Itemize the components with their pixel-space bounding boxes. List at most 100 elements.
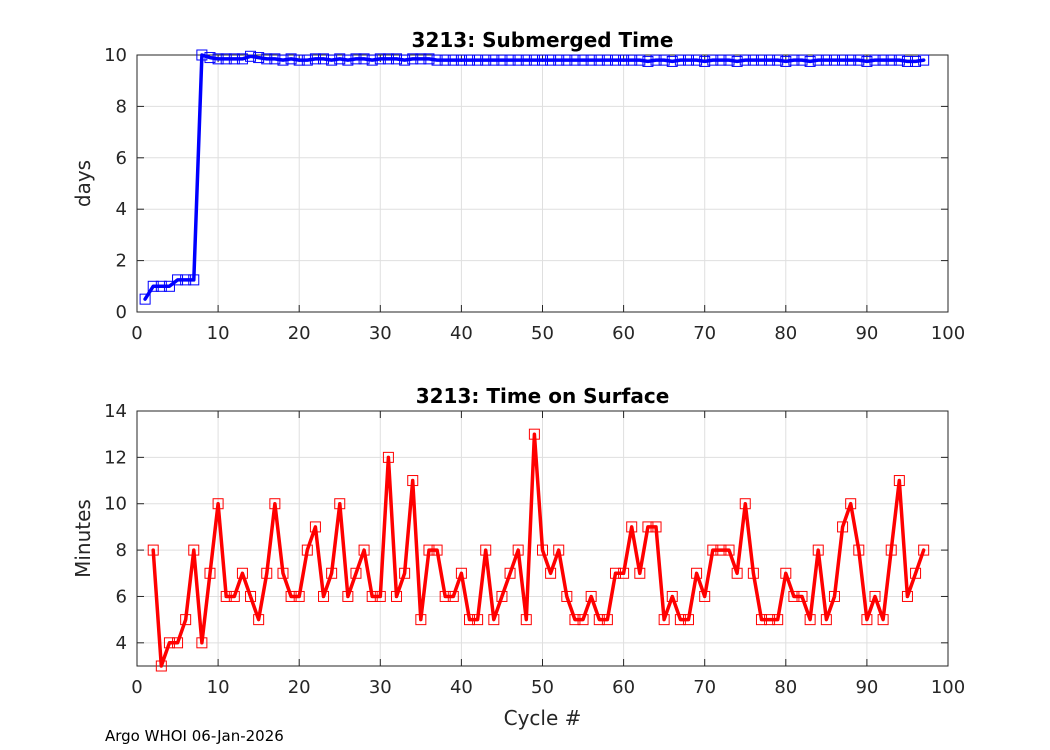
data-point [309,521,321,533]
data-point [472,614,484,626]
data-point [464,54,476,66]
data-point [155,280,167,292]
data-point [245,590,257,602]
data-point [618,54,630,66]
data-point [277,567,289,579]
data-point [642,521,654,533]
data-point [561,590,573,602]
data-point [455,54,467,66]
data-point [780,55,792,67]
data-point [439,590,451,602]
data-point [618,567,630,579]
data-point [155,660,167,672]
data-point [236,53,248,65]
data-point [163,280,175,292]
data-point [796,54,808,66]
data-point [772,54,784,66]
data-point [901,55,913,67]
data-point [861,55,873,67]
data-point [674,54,686,66]
data-point [569,614,581,626]
data-point [755,54,767,66]
data-point [342,54,354,66]
chart-title: 3213: Submerged Time [412,28,674,52]
data-point [877,54,889,66]
y-axis-label: days [71,160,95,207]
y-tick-label: 14 [104,401,127,422]
data-point [739,54,751,66]
data-point [212,498,224,510]
data-point [699,590,711,602]
data-point [545,54,557,66]
data-point [496,54,508,66]
y-tick-label: 4 [116,633,127,654]
data-point [407,475,419,487]
data-point [699,55,711,67]
data-point [853,54,865,66]
data-point [326,54,338,66]
data-point [788,54,800,66]
x-tick-label: 10 [207,677,230,698]
data-point [910,55,922,67]
data-point [820,614,832,626]
data-point [861,614,873,626]
data-point [488,54,500,66]
data-point [415,53,427,65]
data-point [901,590,913,602]
data-point [520,614,532,626]
data-point [220,590,232,602]
data-point [318,53,330,65]
y-tick-label: 6 [116,586,127,607]
data-point [309,53,321,65]
data-point [772,614,784,626]
data-point [285,590,297,602]
data-point [804,55,816,67]
data-point [666,55,678,67]
data-point [455,567,467,579]
data-point [236,567,248,579]
data-point [918,54,930,66]
x-tick-label: 60 [612,677,635,698]
data-point [326,567,338,579]
data-point [285,53,297,65]
data-point [642,55,654,67]
data-point [715,544,727,556]
series-line [143,53,926,301]
data-point [423,53,435,65]
data-point [366,590,378,602]
x-tick-label: 0 [131,323,142,344]
data-point [172,637,184,649]
x-tick-label: 40 [450,323,473,344]
data-point [666,590,678,602]
data-point [869,590,881,602]
data-point [512,54,524,66]
x-tick-label: 100 [931,323,965,344]
data-point [253,52,265,64]
data-point [739,498,751,510]
data-point [277,54,289,66]
data-point [626,521,638,533]
data-point [431,54,443,66]
data-point [366,54,378,66]
plot-frame [136,410,949,667]
data-point [764,614,776,626]
footer-credit: Argo WHOI 06-Jan-2026 [105,727,284,745]
data-point [269,498,281,510]
data-point [731,55,743,67]
data-point [650,521,662,533]
data-point [707,544,719,556]
data-point [561,54,573,66]
data-point [334,53,346,65]
x-tick-label: 70 [693,677,716,698]
x-tick-label: 80 [774,323,797,344]
x-tick-label: 80 [774,677,797,698]
x-tick-label: 50 [531,677,554,698]
data-point [358,544,370,556]
data-point [342,590,354,602]
x-tick-label: 20 [288,677,311,698]
data-point [877,614,889,626]
data-point [439,54,451,66]
data-point [577,54,589,66]
data-point [528,54,540,66]
